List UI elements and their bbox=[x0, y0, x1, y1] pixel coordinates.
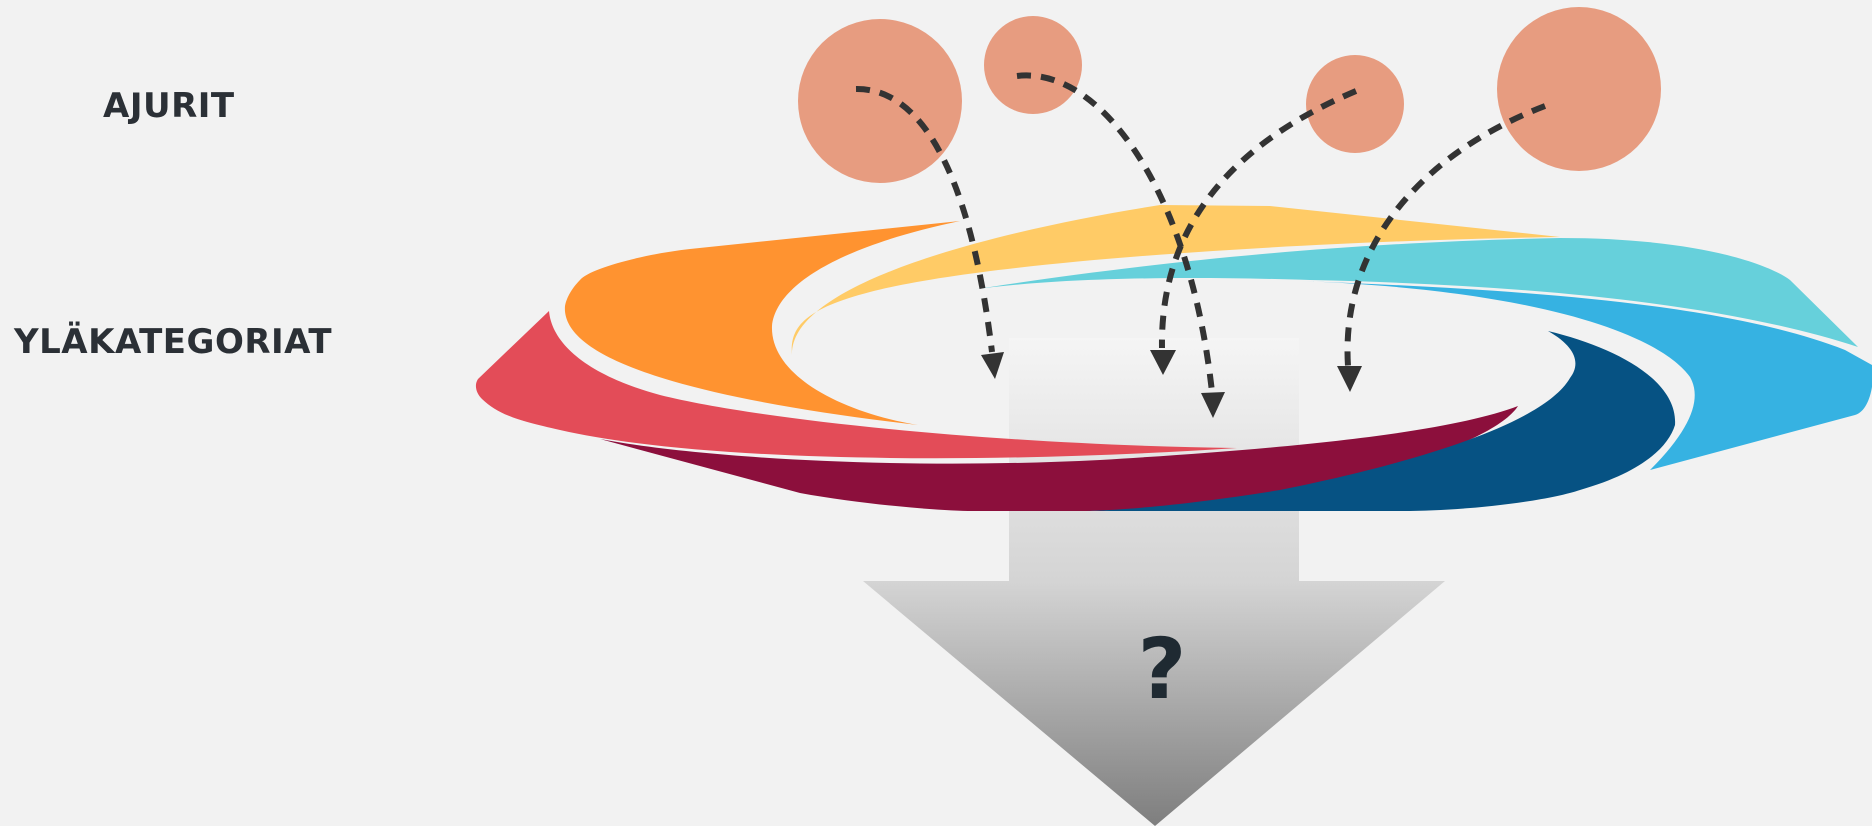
driver-arrow-2 bbox=[1016, 72, 1215, 393]
driver-arrow-3 bbox=[1158, 88, 1358, 349]
categories-label: YLÄKATEGORIAT bbox=[14, 322, 333, 362]
ring-segment-blue bbox=[1300, 281, 1872, 470]
ring-segment-orange bbox=[564, 221, 960, 425]
driver-circle-4 bbox=[1497, 7, 1661, 171]
ring-segment-yellow bbox=[791, 205, 1560, 355]
ring-segment-red bbox=[475, 311, 1238, 459]
driver-circle-2 bbox=[984, 16, 1082, 114]
ring-segment-maroon bbox=[600, 406, 1518, 511]
arrowhead-2 bbox=[1201, 392, 1225, 418]
driver-arrow-1 bbox=[855, 85, 995, 353]
ring-segment-teal bbox=[970, 238, 1858, 347]
funnel-arrow bbox=[863, 338, 1445, 826]
arrowhead-3 bbox=[1150, 350, 1176, 375]
driver-circle-3 bbox=[1306, 55, 1404, 153]
output-question-mark: ? bbox=[1138, 620, 1187, 718]
arrowhead-4 bbox=[1337, 366, 1362, 392]
arrowhead-1 bbox=[981, 352, 1004, 379]
ring-segment-navy bbox=[1085, 331, 1676, 511]
drivers-label: AJURIT bbox=[103, 86, 235, 126]
driver-circle-1 bbox=[798, 19, 962, 183]
driver-arrow-4 bbox=[1344, 103, 1547, 367]
